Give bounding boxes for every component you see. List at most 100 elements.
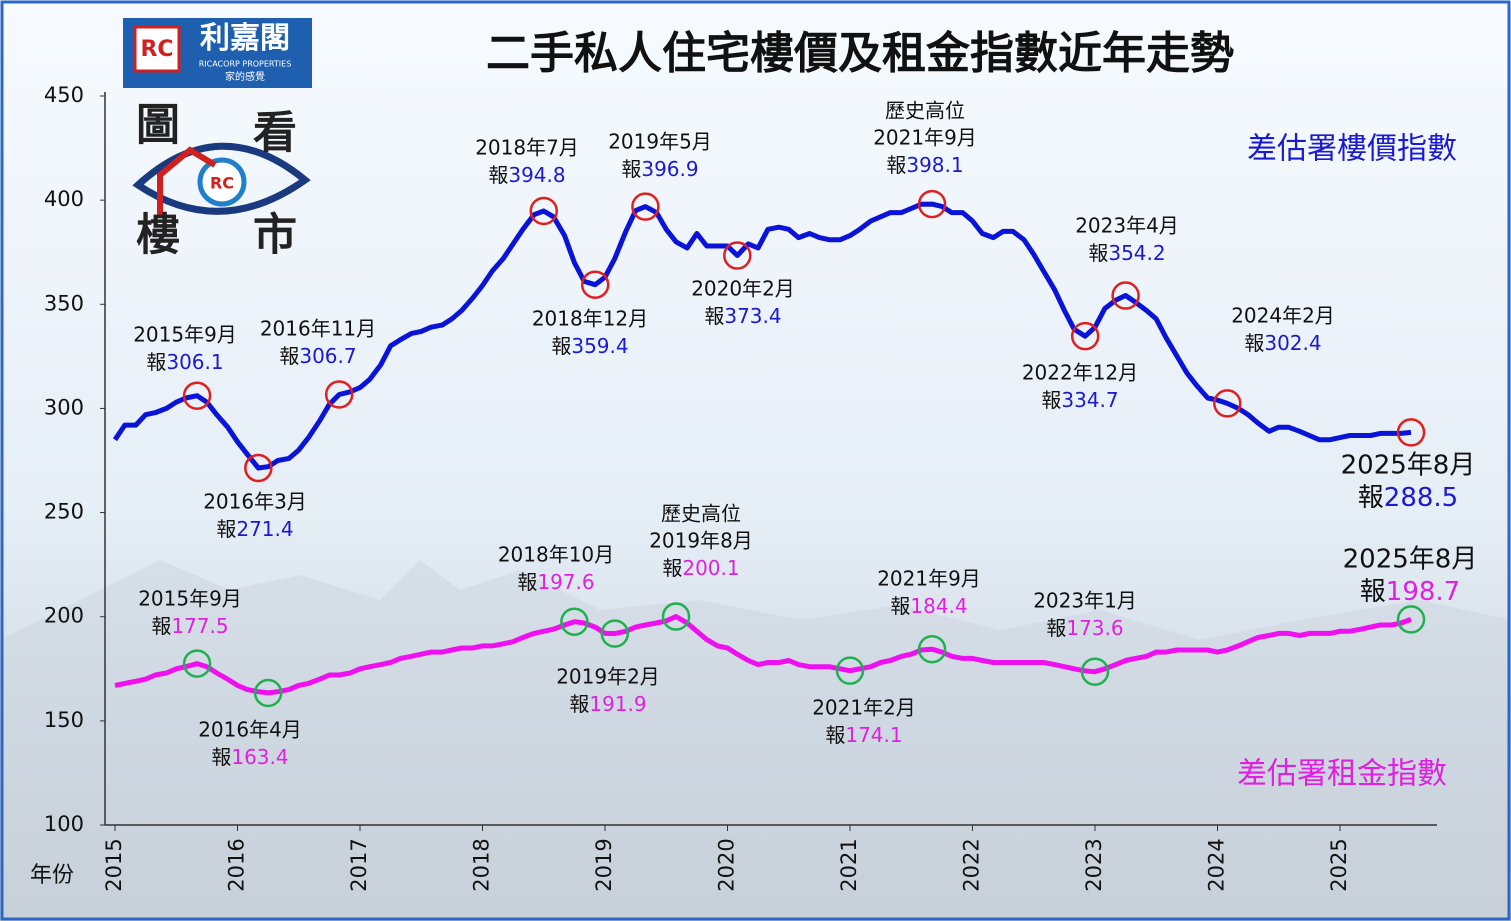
y-tick-label: 200 — [44, 604, 84, 628]
city-silhouette — [0, 560, 1511, 921]
annotation-value: 報177.5 — [151, 614, 228, 638]
highlight-circle — [600, 619, 630, 648]
annotation-number: 396.9 — [641, 157, 698, 181]
annotation-text: 2021年2月 — [812, 696, 916, 720]
annotation-value: 報373.4 — [704, 304, 781, 328]
annotation-text: 2025年8月 — [1341, 451, 1476, 481]
x-tick-label: 2018 — [470, 838, 494, 891]
y-tick-label: 100 — [44, 812, 84, 836]
annotation-number: 306.7 — [299, 344, 356, 368]
annotation-value: 報173.6 — [1046, 616, 1123, 640]
annotation-text: 2016年11月 — [260, 317, 376, 341]
chart-title: 二手私人住宅樓價及租金指數近年走勢 — [486, 28, 1234, 79]
annotation-prefix: 報 — [146, 350, 166, 374]
x-tick-label: 2022 — [960, 838, 984, 891]
annotation-text: 2019年8月 — [649, 529, 753, 553]
annotation-number: 174.1 — [845, 723, 902, 747]
annotation-prefix: 報 — [1041, 388, 1061, 412]
logo-char: 看 — [253, 108, 297, 159]
x-tick-label: 2020 — [715, 838, 739, 891]
y-tick-label: 400 — [44, 187, 84, 211]
annotation-text: 2025年8月 — [1343, 545, 1478, 575]
annotation-number: 288.5 — [1384, 483, 1458, 513]
eye-pupil — [197, 157, 247, 207]
series-line — [114, 614, 1412, 696]
annotation-value: 報394.8 — [488, 163, 565, 187]
legend-label: 差估署樓價指數 — [1247, 132, 1457, 167]
annotation-number: 398.1 — [906, 153, 963, 177]
annotation-text: 歷史高位 — [885, 99, 965, 123]
highlight-circle — [580, 270, 610, 299]
annotation-text: 2016年3月 — [203, 490, 307, 514]
annotation-value: 報334.7 — [1041, 388, 1118, 412]
annotation-value: 報302.4 — [1244, 331, 1321, 355]
annotation-prefix: 報 — [151, 614, 171, 638]
annotation-text: 2021年9月 — [873, 126, 977, 150]
x-tick-label: 2023 — [1082, 838, 1106, 891]
eye-icon-text: RC — [210, 174, 234, 193]
annotation-prefix: 報 — [825, 723, 845, 747]
annotation-prefix: 報 — [211, 745, 231, 769]
annotation-value: 報306.1 — [146, 350, 223, 374]
series-line — [112, 201, 1412, 471]
annotation-value: 報174.1 — [825, 723, 902, 747]
annotation-number: 177.5 — [171, 614, 228, 638]
annotation-number: 394.8 — [508, 163, 565, 187]
annotation-prefix: 報 — [1358, 483, 1384, 513]
annotation-value: 報354.2 — [1088, 241, 1165, 265]
logo-slogan: 家的感覺 — [225, 70, 265, 83]
annotation-number: 373.4 — [724, 304, 781, 328]
x-tick-label: 2015 — [102, 838, 126, 891]
x-tick-label: 2024 — [1205, 838, 1229, 891]
logo-brand: 利嘉閣 — [200, 21, 290, 56]
logo-char: 樓 — [136, 210, 180, 261]
highlight-circle — [917, 189, 947, 219]
annotation-text: 2018年12月 — [532, 307, 648, 331]
annotation-value: 報271.4 — [216, 517, 293, 541]
annotation-prefix: 報 — [1360, 577, 1386, 607]
annotation-value: 報198.7 — [1360, 577, 1460, 607]
y-tick-label: 450 — [44, 83, 84, 107]
annotation-number: 354.2 — [1108, 241, 1165, 265]
annotation-text: 2015年9月 — [138, 587, 242, 611]
annotation-text: 2022年12月 — [1022, 361, 1138, 385]
y-tick-label: 250 — [44, 500, 84, 524]
annotation-number: 306.1 — [166, 350, 223, 374]
annotation-number: 271.4 — [236, 517, 293, 541]
annotation-value: 報163.4 — [211, 745, 288, 769]
annotation-prefix: 報 — [551, 334, 571, 358]
highlight-circle — [1080, 657, 1110, 686]
x-tick-label: 2025 — [1327, 838, 1351, 891]
annotation-text: 2021年9月 — [877, 567, 981, 591]
annotation-number: 173.6 — [1066, 616, 1123, 640]
highlight-circle — [661, 602, 691, 631]
x-tick-label: 2017 — [347, 838, 371, 891]
x-tick-label: 2019 — [592, 838, 616, 891]
annotation-text: 2015年9月 — [133, 323, 237, 347]
x-tick-label: 2021 — [837, 838, 861, 891]
annotation-value: 報200.1 — [662, 556, 739, 580]
logo-icon-text: RC — [140, 37, 173, 62]
annotation-text: 2020年2月 — [691, 277, 795, 301]
legend-label: 差估署租金指數 — [1237, 757, 1447, 792]
highlight-circle — [244, 453, 273, 483]
annotation-prefix: 報 — [886, 153, 906, 177]
annotation-prefix: 報 — [216, 517, 236, 541]
annotation-value: 報359.4 — [551, 334, 628, 358]
annotation-value: 報288.5 — [1358, 483, 1458, 513]
annotation-text: 2019年5月 — [608, 130, 712, 154]
annotation-prefix: 報 — [1046, 616, 1066, 640]
annotation-text: 2024年2月 — [1231, 304, 1335, 328]
logo-brand-en: RICACORP PROPERTIES — [199, 60, 292, 69]
annotation-number: 163.4 — [231, 745, 288, 769]
annotation-prefix: 報 — [621, 157, 641, 181]
annotation-prefix: 報 — [569, 692, 589, 716]
highlight-circle — [1396, 605, 1426, 634]
highlight-circle — [1213, 389, 1242, 418]
highlight-circle — [324, 380, 354, 409]
annotation-value: 報197.6 — [517, 570, 594, 594]
annotation-prefix: 報 — [1244, 331, 1264, 355]
annotation-text: 2016年4月 — [198, 718, 302, 742]
annotation-text: 2018年10月 — [498, 543, 614, 567]
